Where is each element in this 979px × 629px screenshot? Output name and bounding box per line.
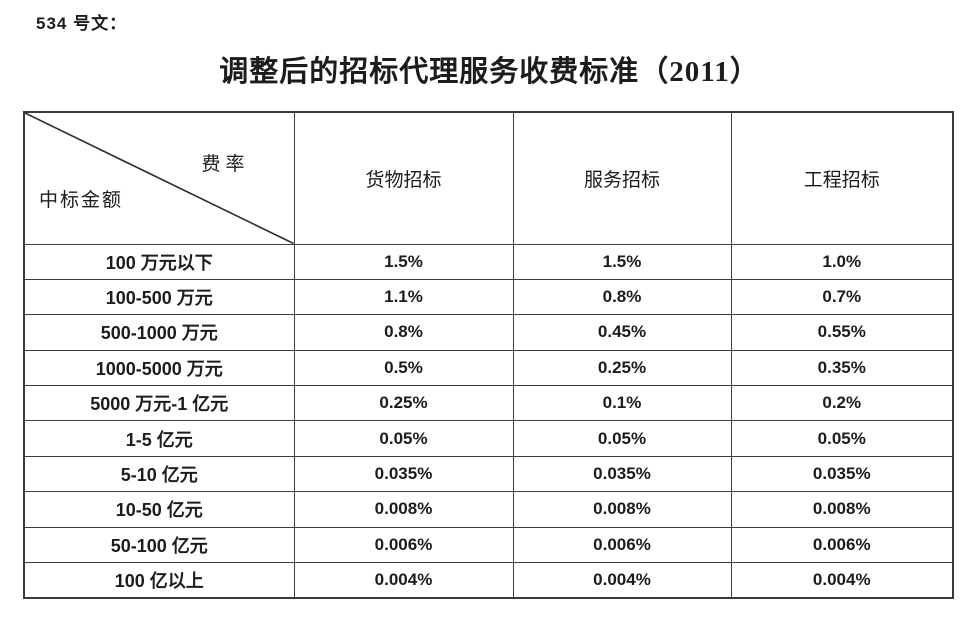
corner-label-rate: 费率 — [201, 154, 250, 175]
rate-cell: 1.0% — [730, 243, 954, 280]
rate-cell: 0.55% — [730, 314, 954, 351]
corner-header-cell: 费率 中标金额 — [23, 111, 295, 245]
rate-cell: 0.35% — [730, 349, 954, 387]
table-row: 1-5 亿元 0.05% 0.05% 0.05% — [23, 420, 954, 457]
row-label: 1-5 亿元 — [23, 420, 295, 457]
rate-cell: 1.5% — [512, 243, 732, 280]
rate-cell: 0.25% — [293, 385, 514, 422]
row-label: 10-50 亿元 — [23, 491, 295, 528]
column-header-goods: 货物招标 — [293, 111, 514, 245]
rate-cell: 0.7% — [730, 278, 954, 316]
rate-cell: 0.05% — [730, 420, 954, 457]
rate-cell: 0.2% — [730, 385, 954, 422]
fee-rate-table: 费率 中标金额 货物招标 服务招标 工程招标 100 万元以下 1.5% 1.5… — [23, 111, 954, 599]
diagonal-line — [25, 113, 294, 244]
row-label: 1000-5000 万元 — [23, 349, 295, 387]
corner-label-amount: 中标金额 — [39, 189, 124, 211]
row-label: 5-10 亿元 — [23, 455, 295, 493]
rate-cell: 1.1% — [293, 278, 514, 316]
row-label: 50-100 亿元 — [23, 526, 295, 564]
table-row: 500-1000 万元 0.8% 0.45% 0.55% — [23, 314, 954, 351]
rate-cell: 0.5% — [293, 349, 514, 387]
rate-cell: 0.035% — [293, 455, 514, 493]
table-row: 1000-5000 万元 0.5% 0.25% 0.35% — [23, 349, 954, 387]
rate-cell: 0.1% — [512, 385, 732, 422]
page-title: 调整后的招标代理服务收费标准（2011） — [219, 56, 760, 88]
rate-cell: 0.008% — [730, 491, 954, 528]
rate-cell: 0.8% — [293, 314, 514, 351]
column-header-engineering: 工程招标 — [730, 111, 954, 245]
doc-number-label: 534 号文： — [36, 14, 128, 33]
table-row: 5000 万元-1 亿元 0.25% 0.1% 0.2% — [23, 385, 954, 422]
row-label: 100 万元以下 — [23, 243, 295, 280]
table-row: 10-50 亿元 0.008% 0.008% 0.008% — [23, 491, 954, 528]
row-label: 100 亿以上 — [23, 562, 295, 599]
table-row: 100-500 万元 1.1% 0.8% 0.7% — [23, 278, 954, 316]
rate-cell: 0.006% — [730, 526, 954, 564]
row-label: 100-500 万元 — [23, 278, 295, 316]
table-row: 100 万元以下 1.5% 1.5% 1.0% — [23, 243, 954, 280]
row-label: 5000 万元-1 亿元 — [23, 385, 295, 422]
rate-cell: 0.25% — [512, 349, 732, 387]
table-row: 5-10 亿元 0.035% 0.035% 0.035% — [23, 455, 954, 493]
rate-cell: 0.035% — [512, 455, 732, 493]
table-row: 100 亿以上 0.004% 0.004% 0.004% — [23, 562, 954, 599]
rate-cell: 0.008% — [512, 491, 732, 528]
rate-cell: 1.5% — [293, 243, 514, 280]
table-row: 50-100 亿元 0.006% 0.006% 0.006% — [23, 526, 954, 564]
row-label: 500-1000 万元 — [23, 314, 295, 351]
rate-cell: 0.035% — [730, 455, 954, 493]
column-header-services: 服务招标 — [512, 111, 732, 245]
rate-cell: 0.006% — [293, 526, 514, 564]
rate-cell: 0.004% — [293, 562, 514, 599]
rate-cell: 0.006% — [512, 526, 732, 564]
rate-cell: 0.8% — [512, 278, 732, 316]
header-row: 费率 中标金额 货物招标 服务招标 工程招标 — [23, 111, 954, 245]
rate-cell: 0.45% — [512, 314, 732, 351]
rate-cell: 0.004% — [512, 562, 732, 599]
rate-cell: 0.008% — [293, 491, 514, 528]
rate-cell: 0.05% — [512, 420, 732, 457]
rate-cell: 0.05% — [293, 420, 514, 457]
rate-cell: 0.004% — [730, 562, 954, 599]
